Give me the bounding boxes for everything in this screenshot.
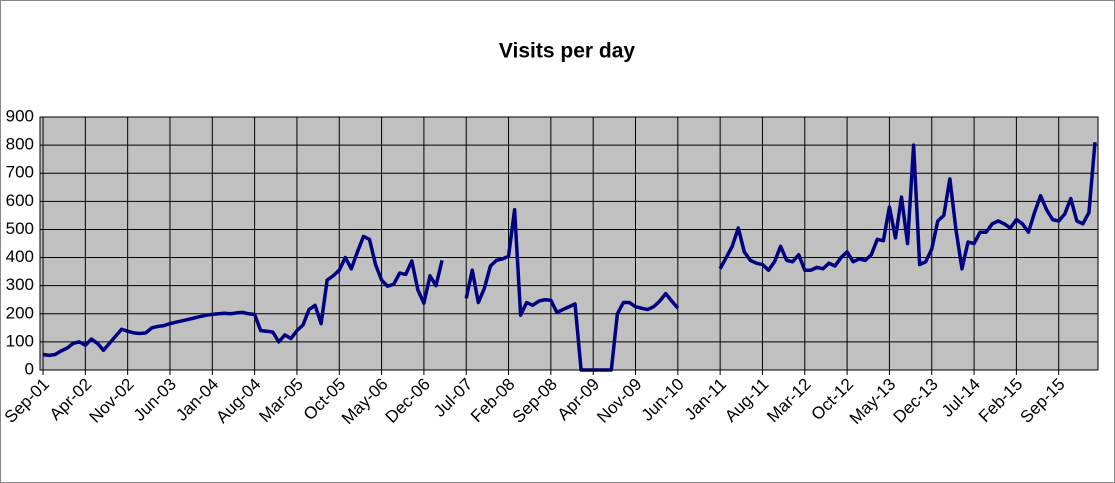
plot-frame [39, 116, 1099, 371]
y-tick-label: 700 [6, 163, 34, 182]
y-tick-label: 500 [6, 219, 34, 238]
data-line [42, 142, 1097, 372]
y-tick-label: 600 [6, 191, 34, 210]
y-tick-label: 800 [6, 135, 34, 154]
plot-area [39, 116, 1099, 371]
y-tick-label: 200 [6, 303, 34, 322]
y-tick-label: 900 [6, 106, 34, 125]
y-tick-label: 100 [6, 331, 34, 350]
y-tick-label: 0 [25, 359, 34, 378]
chart-title: Visits per day [499, 40, 636, 63]
y-tick-label: 300 [6, 275, 34, 294]
y-tick-label: 400 [6, 247, 34, 266]
